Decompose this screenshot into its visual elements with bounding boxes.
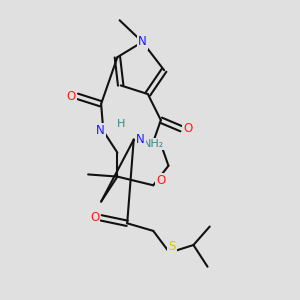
- Text: O: O: [90, 212, 99, 224]
- Text: NH₂: NH₂: [142, 139, 164, 149]
- Text: S: S: [168, 240, 176, 253]
- Text: H: H: [116, 119, 125, 130]
- Text: N: N: [136, 133, 145, 146]
- Text: N: N: [138, 35, 147, 49]
- Text: O: O: [66, 90, 75, 103]
- Text: O: O: [156, 174, 166, 188]
- Text: N: N: [96, 124, 104, 137]
- Text: O: O: [183, 122, 193, 135]
